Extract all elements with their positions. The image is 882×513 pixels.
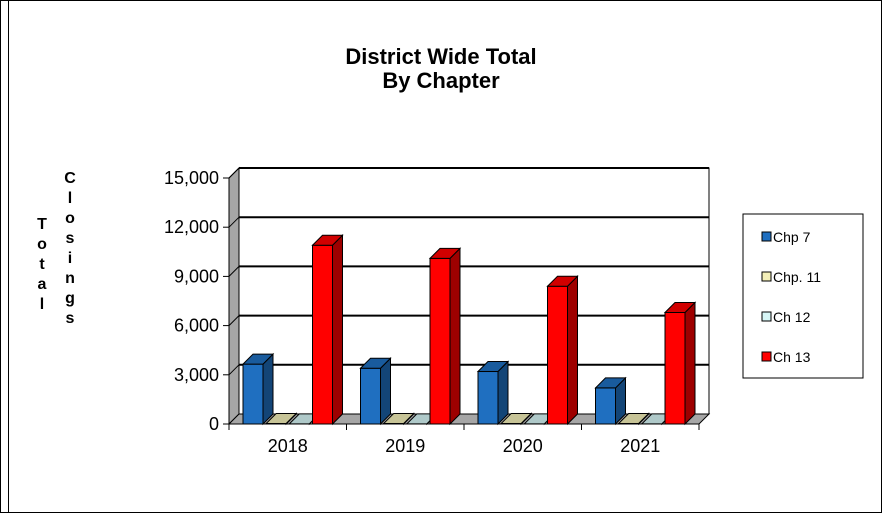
bar-side: [497, 360, 509, 426]
bar-side: [684, 301, 696, 426]
bar-top: [311, 234, 344, 246]
side-wall: [228, 166, 240, 426]
bar-top: [359, 357, 392, 369]
legend-label: Ch 12: [773, 309, 811, 325]
gridline-side: [228, 266, 240, 277]
gridline-side: [228, 364, 240, 376]
y-tick-label: 9,000: [174, 266, 219, 286]
bar: [664, 311, 686, 425]
bar-top: [476, 361, 510, 373]
x-tick-label: 2020: [503, 436, 543, 456]
bar-top: [241, 353, 275, 365]
legend-swatch: [761, 351, 772, 362]
x-tick-label: 2021: [620, 436, 660, 456]
bar: [547, 285, 568, 425]
back-wall: [238, 167, 710, 415]
gridline-side: [228, 216, 240, 228]
y-tick-label: 3,000: [174, 365, 219, 385]
y-axis-label-word-1: T o t a l: [37, 216, 47, 313]
bar: [360, 367, 381, 425]
legend-swatch: [761, 271, 772, 282]
bar-side: [262, 352, 274, 426]
bar-side: [380, 357, 391, 426]
bar: [595, 387, 616, 425]
bar: [312, 244, 333, 425]
legend-swatch: [761, 231, 772, 242]
x-tick-label: 2018: [268, 436, 308, 456]
y-axis-label-word-2: C l o s i n g s: [64, 170, 76, 327]
legend-label: Ch 13: [773, 349, 811, 365]
chart-title-line-1: District Wide Total: [345, 44, 537, 69]
bar-side: [449, 247, 461, 426]
y-tick-label: 6,000: [174, 316, 219, 336]
bar: [477, 371, 499, 425]
y-tick-label: 15,000: [164, 168, 219, 188]
left-border-line: [8, 0, 9, 513]
bar-side: [332, 234, 343, 426]
x-tick-label: 2019: [385, 436, 425, 456]
legend-label: Chp 7: [773, 229, 811, 245]
bar-side: [567, 275, 578, 426]
bar-top: [546, 275, 579, 287]
y-tick-label: 0: [209, 414, 219, 434]
chart-title-line-2: By Chapter: [382, 68, 500, 93]
bar-top: [428, 247, 462, 259]
bar-top: [663, 301, 697, 313]
bar: [429, 257, 451, 425]
bar: [242, 363, 264, 425]
bar-top: [594, 377, 627, 389]
y-tick-label: 12,000: [164, 217, 219, 237]
legend-label: Chp. 11: [773, 269, 821, 285]
gridline-side: [228, 167, 240, 179]
legend-swatch: [761, 311, 772, 322]
gridline-side: [228, 315, 240, 326]
